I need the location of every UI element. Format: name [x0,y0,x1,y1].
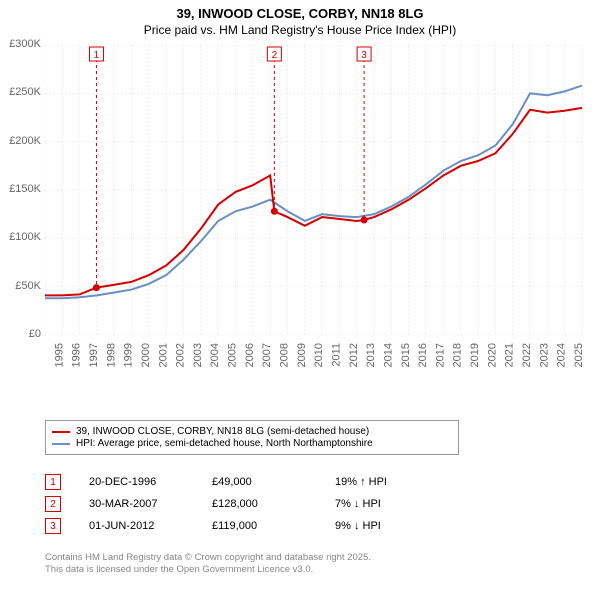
legend-label: 39, INWOOD CLOSE, CORBY, NN18 8LG (semi-… [76,426,369,437]
y-tick-label: £300K [9,38,41,50]
y-tick-label: £200K [9,135,41,147]
sale-row: 2 30-MAR-2007 £128,000 7% ↓ HPI [45,496,430,512]
legend-label: HPI: Average price, semi-detached house,… [76,438,373,449]
y-tick-label: £100K [9,231,41,243]
svg-text:2020: 2020 [486,343,498,367]
svg-text:2013: 2013 [365,343,377,367]
title-main: 39, INWOOD CLOSE, CORBY, NN18 8LG [0,6,600,21]
sale-date: 01-JUN-2012 [89,520,184,532]
sale-delta: 7% ↓ HPI [335,498,430,510]
svg-text:2018: 2018 [452,343,464,367]
sales-table: 1 20-DEC-1996 £49,000 19% ↑ HPI 2 30-MAR-2007… [45,468,430,540]
line-chart: 1994 1995 1996 1997 1998 1999 2000 2001 2002 2003… [45,45,590,380]
svg-text:2001: 2001 [157,343,169,367]
svg-text:2022: 2022 [521,343,533,367]
sale-marker-box: 1 [45,474,61,490]
sale-price: £49,000 [212,476,307,488]
sale-delta: 9% ↓ HPI [335,520,430,532]
legend-swatch [52,443,70,445]
svg-text:2010: 2010 [313,343,325,367]
svg-text:1996: 1996 [71,343,83,367]
legend-row: HPI: Average price, semi-detached house,… [52,438,452,449]
title-block: 39, INWOOD CLOSE, CORBY, NN18 8LG Price … [0,0,600,37]
svg-text:2008: 2008 [279,343,291,367]
svg-text:2016: 2016 [417,343,429,367]
sale-row: 3 01-JUN-2012 £119,000 9% ↓ HPI [45,518,430,534]
svg-text:2011: 2011 [330,343,342,367]
svg-text:2005: 2005 [227,343,239,367]
svg-text:2004: 2004 [209,343,221,367]
footer-line1: Contains HM Land Registry data © Crown c… [45,552,371,564]
svg-text:1995: 1995 [53,343,65,367]
svg-text:2024: 2024 [556,343,568,367]
svg-text:1997: 1997 [88,343,100,367]
y-tick-label: £250K [9,86,41,98]
legend: 39, INWOOD CLOSE, CORBY, NN18 8LG (semi-… [45,420,459,455]
sale-marker-box: 2 [45,496,61,512]
svg-text:2023: 2023 [538,343,550,367]
svg-text:2014: 2014 [382,343,394,367]
svg-text:2025: 2025 [573,343,585,367]
svg-text:1994: 1994 [45,343,48,367]
y-tick-label: £150K [9,183,41,195]
y-tick-label: £0 [29,328,41,340]
legend-row: 39, INWOOD CLOSE, CORBY, NN18 8LG (semi-… [52,426,452,437]
svg-text:1999: 1999 [123,343,135,367]
svg-text:2003: 2003 [192,343,204,367]
y-axis-labels: £0£50K£100K£150K£200K£250K£300K [0,45,43,335]
footer-attribution: Contains HM Land Registry data © Crown c… [45,552,371,577]
sale-delta: 19% ↑ HPI [335,476,430,488]
svg-text:2012: 2012 [348,343,360,367]
y-tick-label: £50K [15,280,41,292]
footer-line2: This data is licensed under the Open Gov… [45,564,371,576]
svg-text:1: 1 [94,50,100,61]
svg-text:2007: 2007 [261,343,273,367]
sale-price: £128,000 [212,498,307,510]
svg-text:1998: 1998 [105,343,117,367]
svg-text:2002: 2002 [175,343,187,367]
svg-text:2015: 2015 [400,343,412,367]
svg-text:3: 3 [361,50,367,61]
svg-text:2021: 2021 [504,343,516,367]
svg-text:2017: 2017 [434,343,446,367]
svg-text:2: 2 [272,50,278,61]
legend-swatch [52,431,70,433]
chart-container: 39, INWOOD CLOSE, CORBY, NN18 8LG Price … [0,0,600,590]
sale-row: 1 20-DEC-1996 £49,000 19% ↑ HPI [45,474,430,490]
svg-text:2019: 2019 [469,343,481,367]
svg-text:2000: 2000 [140,343,152,367]
svg-text:2006: 2006 [244,343,256,367]
sale-marker-box: 3 [45,518,61,534]
svg-text:2009: 2009 [296,343,308,367]
sale-date: 30-MAR-2007 [89,498,184,510]
sale-price: £119,000 [212,520,307,532]
sale-date: 20-DEC-1996 [89,476,184,488]
title-sub: Price paid vs. HM Land Registry's House … [0,23,600,37]
